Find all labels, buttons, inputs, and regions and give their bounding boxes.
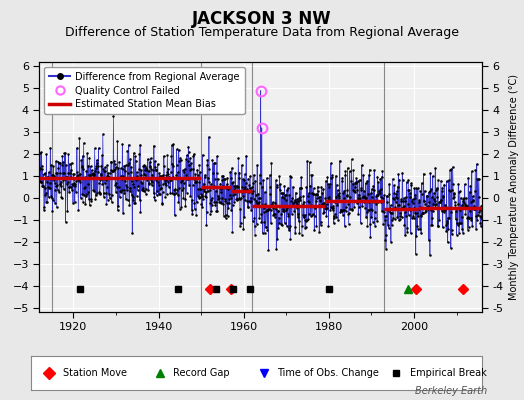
Text: Difference of Station Temperature Data from Regional Average: Difference of Station Temperature Data f… xyxy=(65,26,459,39)
Legend: Difference from Regional Average, Quality Control Failed, Estimated Station Mean: Difference from Regional Average, Qualit… xyxy=(44,67,245,114)
Text: Empirical Break: Empirical Break xyxy=(410,368,487,378)
Text: Record Gap: Record Gap xyxy=(173,368,230,378)
Text: Time of Obs. Change: Time of Obs. Change xyxy=(277,368,379,378)
Text: JACKSON 3 NW: JACKSON 3 NW xyxy=(192,10,332,28)
Text: Station Move: Station Move xyxy=(63,368,127,378)
Text: Berkeley Earth: Berkeley Earth xyxy=(415,386,487,396)
Y-axis label: Monthly Temperature Anomaly Difference (°C): Monthly Temperature Anomaly Difference (… xyxy=(509,74,519,300)
